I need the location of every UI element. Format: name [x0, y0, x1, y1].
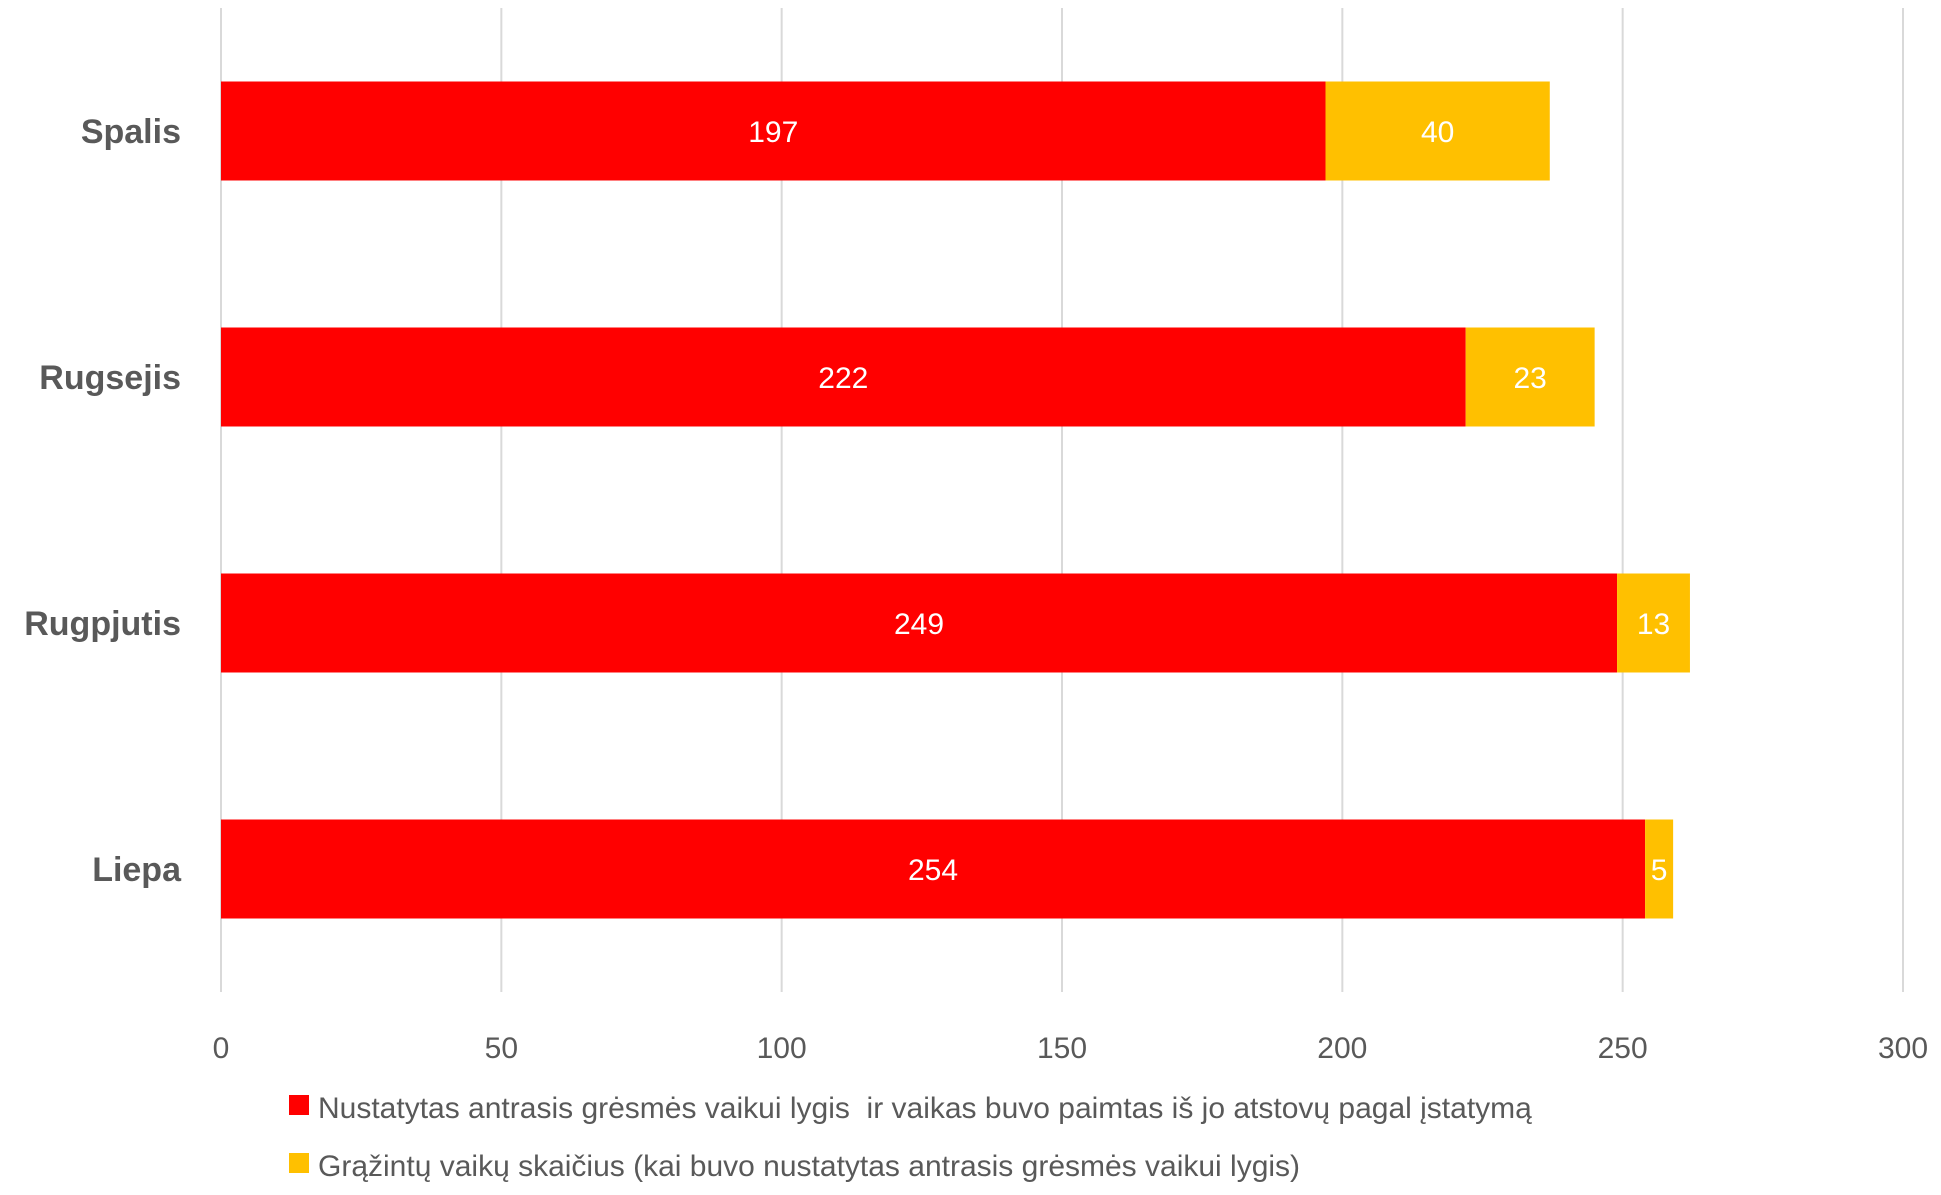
- legend-label-series-2: Grąžintų vaikų skaičius (kai buvo nustat…: [318, 1150, 1300, 1183]
- x-tick-label-0: 0: [213, 1032, 230, 1065]
- category-labels: Spalis Rugsejis Rugpjutis Liepa: [24, 113, 182, 889]
- bar-spalis-series-2: [1325, 81, 1550, 181]
- bar-rugpjutis-series-1: [221, 573, 1618, 673]
- category-label-rugsejis: Rugsejis: [39, 359, 181, 397]
- category-label-spalis: Spalis: [81, 113, 181, 151]
- category-label-liepa: Liepa: [92, 851, 182, 889]
- bars: 197 40 222 23 249 13 254 5: [221, 81, 1690, 919]
- x-tick-label-150: 150: [1037, 1032, 1087, 1065]
- x-tick-label-50: 50: [485, 1032, 518, 1065]
- data-label-liepa-series-2: 5: [1651, 854, 1668, 887]
- data-label-rugpjutis-series-1: 249: [894, 608, 944, 641]
- bar-spalis-series-1: [221, 81, 1326, 181]
- x-tick-label-200: 200: [1317, 1032, 1367, 1065]
- x-tick-label-300: 300: [1878, 1032, 1928, 1065]
- bar-liepa-series-1: [221, 819, 1646, 919]
- bar-rugsejis-series-2: [1465, 327, 1595, 427]
- data-label-spalis-series-1: 197: [748, 116, 798, 149]
- legend-label-series-1: Nustatytas antrasis grėsmės vaikui lygis…: [318, 1092, 1532, 1125]
- data-label-spalis-series-2: 40: [1421, 116, 1454, 149]
- bar-rugpjutis-series-2: [1617, 573, 1690, 673]
- legend-swatch-series-2: [289, 1153, 309, 1173]
- legend-swatch-series-1: [289, 1095, 309, 1115]
- data-label-rugsejis-series-2: 23: [1513, 362, 1546, 395]
- data-label-rugsejis-series-1: 222: [818, 362, 868, 395]
- legend: Nustatytas antrasis grėsmės vaikui lygis…: [289, 1092, 1532, 1183]
- data-label-liepa-series-1: 254: [908, 854, 958, 887]
- data-label-rugpjutis-series-2: 13: [1637, 608, 1670, 641]
- x-axis-tick-labels: 0 50 100 150 200 250 300: [213, 1032, 1928, 1065]
- x-tick-label-100: 100: [757, 1032, 807, 1065]
- x-tick-label-250: 250: [1598, 1032, 1648, 1065]
- bar-liepa-series-2: [1645, 819, 1674, 919]
- bar-rugsejis-series-1: [221, 327, 1466, 427]
- category-label-rugpjutis: Rugpjutis: [24, 605, 181, 643]
